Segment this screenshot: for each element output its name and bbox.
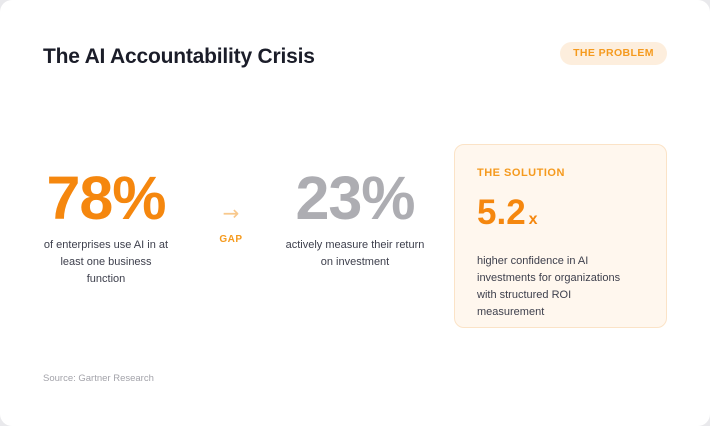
solution-description: higher confidence in AI investments for … [477, 255, 621, 318]
source-note: Source: Gartner Research [43, 373, 154, 384]
solution-label: THE SOLUTION [477, 167, 565, 179]
solution-panel: THE SOLUTION 5.2 x higher confidence in A… [454, 144, 667, 328]
adoption-stat-value: 78% [46, 164, 166, 232]
solution-number: 5.2 [477, 193, 526, 232]
solution-unit: x [528, 211, 538, 228]
solution-value: 5.2 x [477, 194, 645, 239]
measurement-stat: 23% actively measure their return on inv… [285, 165, 425, 271]
adoption-stat-description: of enterprises use AI in at least one bu… [43, 239, 169, 285]
measurement-stat-description: actively measure their return on investm… [285, 239, 425, 268]
gap-label: GAP [219, 234, 243, 245]
problem-badge: THE PROBLEM [560, 42, 667, 65]
arrow-right-icon: → [222, 201, 240, 225]
adoption-stat: 78% of enterprises use AI in at least on… [40, 165, 172, 288]
measurement-stat-value: 23% [295, 164, 415, 232]
page-title: The AI Accountability Crisis [43, 45, 315, 68]
gap-indicator: → GAP [203, 202, 259, 246]
